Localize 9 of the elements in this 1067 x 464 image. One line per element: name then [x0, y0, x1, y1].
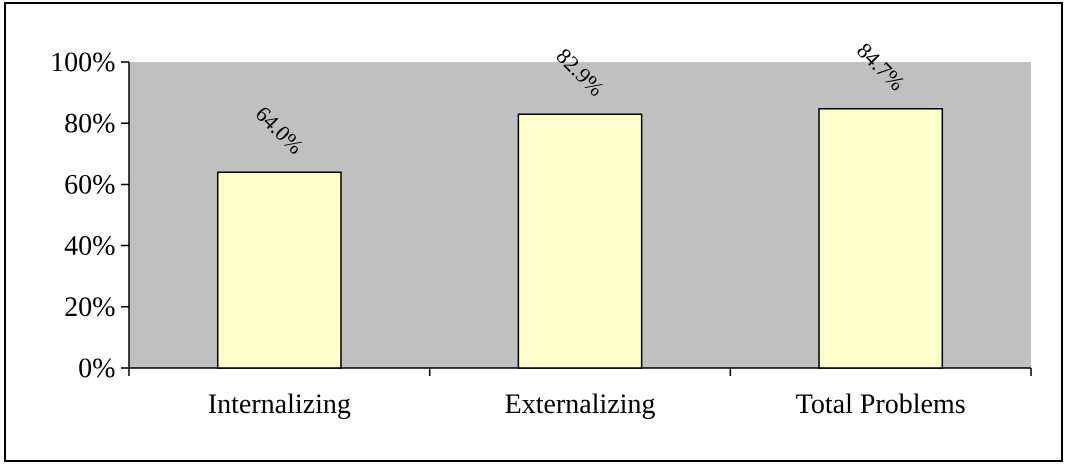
y-tick-label: 20%	[65, 297, 115, 317]
y-tick-label: 60%	[65, 174, 115, 194]
x-tick-label: Externalizing	[505, 393, 655, 419]
y-tick-label: 0%	[79, 358, 115, 378]
x-tick-label: Total Problems	[796, 393, 965, 414]
y-tick-label: 80%	[65, 113, 115, 133]
x-tick-label: Internalizing	[208, 393, 351, 419]
y-tick-label: 40%	[64, 236, 115, 256]
y-tick-label: 100%	[52, 52, 115, 72]
